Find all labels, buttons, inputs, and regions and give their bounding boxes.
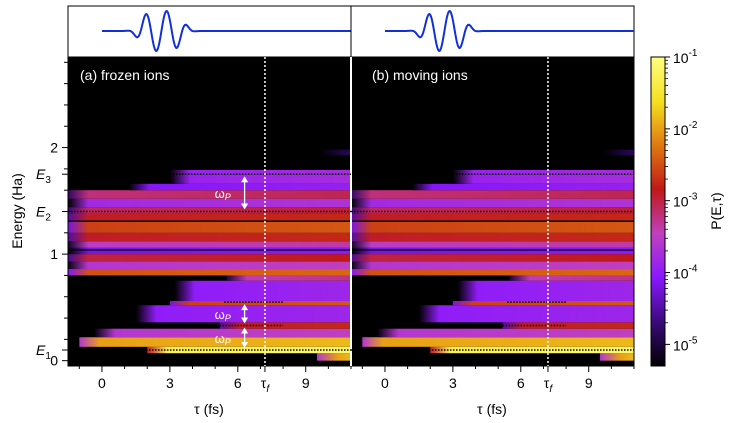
energy-band — [319, 149, 351, 156]
x-tick-label: 6 — [517, 375, 525, 391]
x-axis-label-b: τ (fs) — [477, 401, 507, 417]
pulse-waveform-a — [102, 10, 351, 52]
energy-band — [351, 207, 634, 214]
colorbar-tick-label: 10-1 — [673, 48, 698, 66]
x-tick-label: 0 — [98, 375, 106, 391]
energy-band — [351, 269, 634, 276]
y-tick-label: 2 — [50, 140, 58, 156]
energy-band — [68, 198, 351, 208]
energy-band — [68, 213, 351, 221]
energy-band — [362, 337, 634, 347]
x-tick-label: 0 — [381, 375, 389, 391]
y-tick-label: 1 — [50, 246, 58, 262]
energy-band — [169, 169, 351, 184]
energy-band — [317, 353, 351, 361]
energy-band — [600, 353, 634, 361]
energy-band — [351, 254, 634, 262]
energy-band — [418, 305, 634, 323]
energy-band — [452, 169, 634, 184]
energy-band — [68, 247, 351, 255]
energy-band — [68, 190, 351, 199]
energy-band — [502, 322, 634, 329]
colorbar-label: P(E,τ) — [708, 192, 724, 229]
energy-band — [602, 149, 634, 156]
colorbar-tick-label: 10-4 — [673, 264, 698, 282]
arrow-head-up — [241, 327, 249, 334]
x-tick-label: 6 — [234, 375, 242, 391]
pulse-waveform-b — [385, 10, 634, 52]
y-tick-label: 0 — [50, 353, 58, 369]
arrow-head-up — [241, 304, 249, 311]
energy-band — [68, 269, 351, 276]
arrow-head-down — [241, 203, 249, 210]
arrow-head-down — [241, 317, 249, 324]
energy-band — [68, 241, 351, 248]
energy-band — [226, 275, 351, 281]
energy-band — [68, 261, 351, 270]
x-tick-label: 9 — [302, 375, 310, 391]
energy-band — [95, 328, 351, 338]
heatmap-panel-a — [68, 57, 351, 366]
colorbar — [650, 56, 666, 367]
colorbar-tick-label: 10-5 — [673, 335, 698, 353]
x-tick-label: 9 — [585, 375, 593, 391]
energy-band — [452, 301, 634, 306]
arrow-head-down — [241, 342, 249, 349]
pulse-inset-a — [67, 5, 352, 58]
y-axis-label: Energy (Ha) — [9, 173, 25, 248]
energy-band — [68, 232, 351, 242]
energy-band — [169, 301, 351, 306]
colorbar-ticks: 10-1 10-2 10-3 10-4 10-5 — [665, 48, 698, 353]
x-tick-label: 3 — [449, 375, 457, 391]
energy-band — [412, 183, 634, 191]
energy-band — [351, 213, 634, 221]
colorbar-tick-label: 10-3 — [673, 192, 698, 210]
x-tick-label: 3 — [166, 375, 174, 391]
energy-band — [79, 337, 351, 347]
energy-level-label: E1 — [36, 342, 51, 362]
energy-band — [351, 241, 634, 248]
energy-band — [129, 183, 351, 191]
energy-band — [351, 232, 634, 242]
y-axis: 0 1 2 E1 E2 E3 — [36, 61, 68, 369]
energy-level-label: E2 — [36, 204, 51, 224]
energy-level-label: E3 — [36, 166, 51, 186]
energy-band — [68, 220, 351, 233]
energy-band — [135, 305, 351, 323]
energy-band — [457, 280, 634, 302]
energy-band — [509, 275, 634, 281]
x-axis-label-a: τ (fs) — [194, 401, 224, 417]
arrow-head-up — [241, 176, 249, 183]
energy-band — [68, 254, 351, 262]
tau-f-label: τf — [544, 375, 554, 395]
panel-b-title: (b) moving ions — [372, 67, 468, 83]
energy-band — [351, 261, 634, 270]
energy-band — [351, 247, 634, 255]
energy-band — [219, 322, 351, 329]
energy-band — [174, 280, 351, 302]
pulse-inset-b — [350, 5, 635, 58]
tau-f-label: τf — [261, 375, 271, 395]
energy-band — [68, 207, 351, 214]
energy-band — [351, 190, 634, 199]
energy-band — [351, 198, 634, 208]
overlay-b — [351, 57, 634, 366]
energy-band — [378, 328, 634, 338]
x-axis: 0 3 6 9 τf 0 3 6 9 τf — [78, 366, 635, 395]
panel-a-title: (a) frozen ions — [80, 67, 169, 83]
colorbar-tick-label: 10-2 — [673, 120, 698, 138]
energy-band — [351, 220, 634, 233]
